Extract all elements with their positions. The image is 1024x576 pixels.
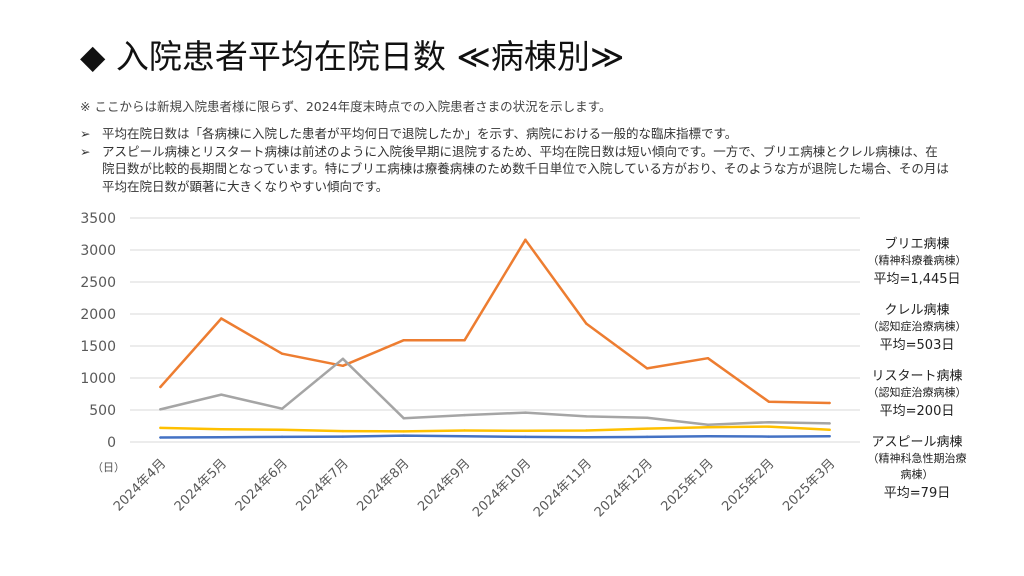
data-point	[645, 435, 649, 439]
series-line	[159, 238, 831, 405]
legend-subtitle: （精神科療養病棟）	[867, 254, 967, 267]
legend-average: 平均=503日	[879, 338, 955, 353]
arrow-bullet-icon: ➢	[80, 126, 91, 141]
data-point	[828, 401, 831, 405]
legend-name: アスピール病棟	[871, 435, 963, 450]
data-point	[402, 434, 405, 437]
data-point	[706, 423, 710, 426]
legend-name: ブリエ病棟	[884, 237, 950, 252]
data-point	[645, 416, 649, 419]
data-point	[341, 435, 345, 438]
legend-subtitle: （精神科急性期治療病棟）	[867, 452, 967, 481]
legend-subtitle: （認知症治療病棟）	[867, 320, 967, 333]
data-point	[767, 420, 770, 424]
x-tick-label: 2024年12月	[592, 456, 656, 520]
data-point	[159, 408, 162, 411]
data-point	[524, 238, 527, 241]
data-point	[402, 417, 405, 420]
data-point	[767, 435, 770, 438]
data-point	[767, 425, 770, 428]
legend-name: リスタート病棟	[871, 369, 963, 384]
slide-title: ◆ 入院患者平均在院日数 ≪病棟別≫	[80, 37, 625, 76]
data-point	[524, 429, 527, 432]
data-point	[220, 428, 223, 431]
data-point	[341, 364, 345, 368]
y-tick-label: 0	[107, 435, 116, 451]
data-point	[706, 426, 710, 429]
data-point	[828, 435, 831, 438]
legend-item-restart: リスタート病棟 （認知症治療病棟） 平均=200日	[862, 365, 972, 419]
data-point	[220, 317, 223, 320]
data-point	[645, 427, 649, 430]
series-line	[159, 434, 831, 439]
legend-average: 平均=1,445日	[873, 272, 961, 287]
data-point	[585, 322, 588, 325]
data-point	[828, 422, 831, 425]
y-tick-label: 1500	[80, 339, 116, 355]
data-point	[463, 413, 466, 417]
bullet-text: アスピール病棟とリスタート病棟は前述のように入院後早期に退院するため、平均在院日…	[102, 143, 949, 194]
y-tick-label: 2000	[80, 307, 116, 323]
data-point	[767, 400, 770, 403]
data-point	[280, 428, 284, 432]
data-point	[828, 428, 831, 432]
data-point	[706, 435, 710, 438]
y-tick-label: 1000	[80, 371, 116, 387]
legend-average: 平均=200日	[879, 404, 955, 419]
data-point	[280, 407, 284, 410]
y-tick-label: 3000	[80, 243, 116, 259]
x-tick-label: 2024年10月	[470, 456, 534, 520]
x-tick-label: 2024年7月	[294, 456, 352, 514]
data-point	[402, 430, 405, 433]
legend-name: クレル病棟	[884, 303, 950, 318]
y-tick-label: 2500	[80, 275, 116, 291]
x-tick-label: 2024年6月	[233, 456, 291, 514]
data-point	[159, 385, 162, 389]
y-tick-label: 500	[89, 403, 116, 419]
data-point	[402, 339, 405, 342]
data-point	[645, 367, 649, 370]
data-point	[524, 435, 527, 439]
data-point	[463, 435, 466, 438]
legend-item-aspir: アスピール病棟 （精神科急性期治療病棟） 平均=79日	[867, 431, 967, 501]
legend-item-burie: ブリエ病棟 （精神科療養病棟） 平均=1,445日	[862, 233, 972, 287]
x-tick-label: 2024年5月	[172, 456, 230, 514]
bullet-item: ➢ 平均在院日数は「各病棟に入院した患者が平均何日で退院したか」を示す、病院にお…	[80, 125, 950, 143]
x-tick-label: 2025年3月	[780, 456, 838, 514]
data-point	[463, 339, 466, 342]
data-point	[706, 356, 710, 360]
slide-note: ※ ここからは新規入院患者様に限らず、2024年度末時点での入院患者さまの状況を…	[80, 99, 612, 114]
legend-item-kurel: クレル病棟 （認知症治療病棟） 平均=503日	[862, 299, 972, 353]
data-point	[463, 429, 466, 432]
x-tick-label: 2025年1月	[659, 456, 717, 514]
series-line	[159, 425, 831, 433]
data-point	[585, 429, 588, 432]
data-point	[280, 435, 284, 439]
x-tick-label: 2024年8月	[354, 456, 412, 514]
legend-subtitle: （認知症治療病棟）	[867, 386, 967, 399]
bullet-list: ➢ 平均在院日数は「各病棟に入院した患者が平均何日で退院したか」を示す、病院にお…	[80, 125, 950, 195]
data-point	[585, 436, 588, 439]
data-point	[159, 426, 162, 430]
y-axis-unit-label: （日）	[92, 461, 125, 474]
legend-average: 平均=79日	[883, 486, 951, 501]
bullet-item: ➢ アスピール病棟とリスタート病棟は前述のように入院後早期に退院するため、平均在…	[80, 143, 950, 196]
arrow-bullet-icon: ➢	[80, 143, 91, 159]
y-tick-label: 3500	[80, 211, 116, 227]
data-point	[220, 393, 223, 396]
x-tick-label: 2024年9月	[415, 456, 473, 514]
data-point	[524, 411, 527, 414]
data-point	[341, 429, 345, 433]
series-line	[159, 357, 831, 426]
x-tick-label: 2024年11月	[531, 456, 595, 520]
data-point	[341, 357, 345, 360]
data-point	[159, 436, 162, 439]
data-point	[585, 415, 588, 418]
data-point	[280, 352, 284, 355]
data-point	[220, 436, 223, 439]
x-tick-label: 2025年2月	[719, 456, 777, 514]
bullet-text: 平均在院日数は「各病棟に入院した患者が平均何日で退院したか」を示す、病院における…	[102, 126, 738, 141]
